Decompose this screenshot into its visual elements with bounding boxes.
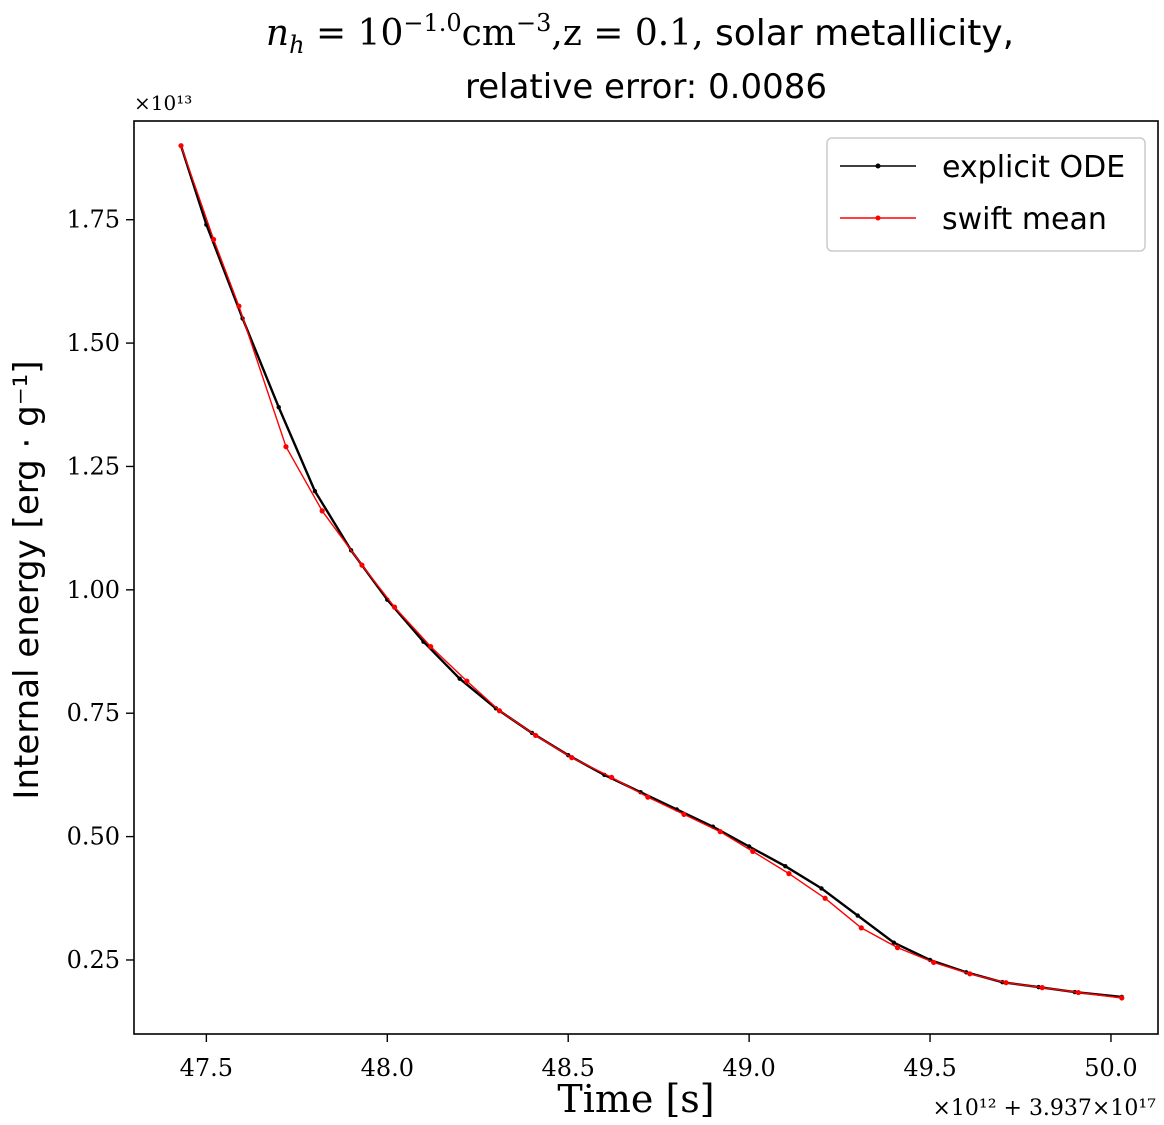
title-unit-exp: −3: [516, 9, 551, 37]
x-tick-label: 47.5: [180, 1054, 233, 1082]
data-point-swift-mean: [1003, 980, 1009, 986]
data-point-swift-mean: [1075, 989, 1081, 996]
data-point-explicit-ode: [855, 913, 860, 918]
data-point-explicit-ode: [276, 405, 281, 410]
legend-marker-explicit-ode: [875, 163, 881, 169]
data-point-swift-mean: [822, 895, 828, 901]
data-point-swift-mean: [283, 444, 289, 450]
data-point-swift-mean: [750, 848, 756, 855]
chart-title-line-1: nh = 10−1.0cm−3,z = 0.1, solar metallici…: [266, 9, 1014, 59]
data-point-swift-mean: [236, 303, 242, 309]
data-point-swift-mean: [858, 925, 864, 931]
x-tick-label: 48.5: [541, 1054, 594, 1082]
data-point-swift-mean: [609, 774, 615, 780]
data-point-swift-mean: [645, 794, 651, 800]
title-nh-sub: h: [289, 31, 304, 59]
legend-label-swift-mean: swift mean: [942, 202, 1107, 237]
data-point-swift-mean: [533, 732, 539, 739]
data-point-swift-mean: [359, 562, 365, 568]
x-axis-label: Time [s]: [557, 1077, 714, 1121]
data-point-swift-mean: [931, 959, 937, 966]
data-point-explicit-ode: [457, 676, 462, 681]
x-tick-label: 49.0: [722, 1054, 775, 1082]
legend-label-explicit-ode: explicit ODE: [942, 150, 1125, 185]
x-offset-label: ×10¹² + 3.937×10¹⁷: [932, 1096, 1156, 1121]
chart-title-line-2: relative error: 0.0086: [465, 67, 827, 107]
data-point-explicit-ode: [819, 886, 824, 891]
title-eq: = 10: [305, 13, 404, 54]
title-rest: solar metallicity,: [704, 13, 1015, 54]
data-point-swift-mean: [391, 604, 398, 610]
data-point-swift-mean: [319, 508, 325, 514]
data-point-explicit-ode: [783, 864, 788, 869]
plot-area-frame: [133, 120, 1159, 1035]
data-point-explicit-ode: [312, 488, 318, 494]
data-point-swift-mean: [464, 678, 470, 684]
y-tick-label: 1.50: [67, 329, 120, 357]
data-point-explicit-ode: [891, 940, 897, 945]
data-point-swift-mean: [178, 143, 184, 149]
x-tick-label: 50.0: [1084, 1054, 1137, 1082]
title-nh: n: [266, 13, 289, 54]
x-tick-label: 48.0: [361, 1054, 414, 1082]
x-tick-label: 49.5: [903, 1054, 956, 1082]
y-axis-label: Internal energy [erg · g⁻¹]: [7, 360, 47, 799]
data-point-swift-mean: [569, 755, 575, 761]
data-point-swift-mean: [1039, 985, 1045, 991]
data-point-explicit-ode: [746, 844, 752, 849]
data-point-swift-mean: [1119, 995, 1125, 1001]
y-multiplier-label: ×10¹³: [134, 91, 192, 115]
data-point-swift-mean: [786, 871, 792, 877]
data-point-swift-mean: [717, 829, 723, 835]
data-point-swift-mean: [211, 236, 217, 243]
x-axis-ticks: 47.5 48.0 48.5 49.0 49.5 50.0: [180, 1034, 1138, 1082]
y-tick-label: 0.25: [67, 946, 120, 974]
y-axis-ticks: 0.25 0.50 0.75 1.00 1.25 1.50 1.75: [67, 206, 134, 974]
data-point-swift-mean: [967, 971, 973, 977]
series-layer: [178, 143, 1125, 1001]
title-z: ,z = 0.1,: [551, 13, 703, 54]
legend-marker-swift-mean: [875, 215, 881, 221]
series-line-swift-mean: [180, 145, 1122, 999]
y-tick-label: 1.00: [67, 576, 120, 604]
y-tick-label: 1.25: [67, 452, 120, 480]
data-point-swift-mean: [894, 945, 901, 951]
data-point-swift-mean: [496, 708, 503, 714]
title-exp: −1.0: [403, 9, 461, 37]
y-tick-label: 0.75: [67, 699, 120, 727]
y-tick-label: 0.50: [67, 823, 120, 851]
data-point-swift-mean: [681, 811, 687, 817]
title-unit: cm: [462, 13, 516, 54]
y-tick-label: 1.75: [67, 206, 120, 234]
series-line-explicit-ode: [179, 145, 1122, 999]
legend: explicit ODE swift mean: [826, 137, 1146, 252]
data-point-swift-mean: [428, 643, 434, 650]
